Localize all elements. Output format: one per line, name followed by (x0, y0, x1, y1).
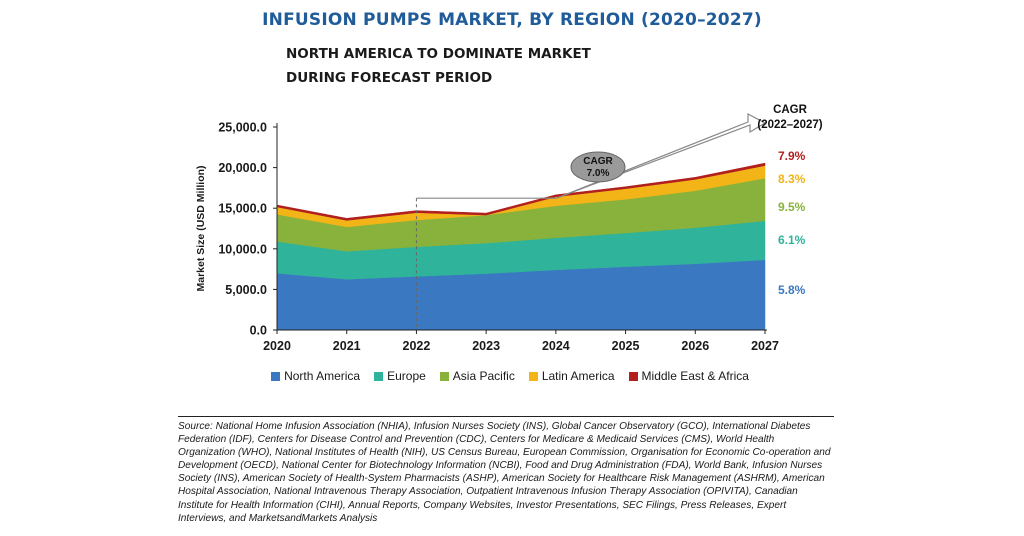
cagr-label-asia-pacific: 9.5% (778, 200, 806, 214)
x-tick-label: 2026 (681, 339, 709, 353)
x-tick-label: 2024 (542, 339, 570, 353)
cagr-callout-label: CAGR (583, 156, 613, 167)
legend-item: Latin America (528, 369, 615, 383)
y-tick-label: 10,000.0 (218, 242, 267, 256)
chart-subtitle: NORTH AMERICA TO DOMINATE MARKET DURING … (286, 42, 591, 90)
legend-label: Latin America (541, 369, 615, 383)
cagr-arrow-icon (556, 113, 767, 199)
subtitle-line-2: DURING FORECAST PERIOD (286, 70, 493, 86)
cagr-label-europe: 6.1% (778, 233, 806, 247)
x-tick-label: 2027 (751, 339, 779, 353)
cagr-header: CAGR (773, 104, 808, 116)
y-tick-label: 20,000.0 (218, 161, 267, 175)
cagr-label-latin-america: 8.3% (778, 172, 806, 186)
y-tick-label: 15,000.0 (218, 202, 267, 216)
legend-label: North America (284, 369, 361, 383)
area-middle-east-africa (276, 162, 766, 221)
stacked-area-chart: 0.0 5,000.0 10,000.0 15,000.0 20,000.0 25,000… (195, 104, 823, 353)
source-divider (178, 416, 834, 417)
x-tick-label: 2023 (472, 339, 500, 353)
legend-label: Asia Pacific (452, 369, 515, 383)
legend-label: Europe (387, 369, 426, 383)
cagr-label-middle-east-africa: 7.9% (778, 149, 806, 163)
legend-swatch (271, 371, 281, 381)
legend-swatch (374, 371, 384, 381)
cagr-callout-value: 7.0% (587, 168, 610, 179)
legend-swatch (439, 371, 449, 381)
cagr-label-north-america: 5.8% (778, 283, 806, 297)
chart-title: INFUSION PUMPS MARKET, BY REGION (2020–2… (262, 10, 762, 30)
y-axis-label: Market Size (USD Million) (195, 165, 207, 291)
legend-item: Europe (374, 369, 426, 383)
x-tick-label: 2022 (403, 339, 431, 353)
legend-item: North America (271, 369, 360, 383)
x-tick-label: 2025 (612, 339, 640, 353)
legend-swatch (528, 371, 538, 381)
legend-label: Middle East & Africa (641, 369, 749, 383)
y-tick-label: 0.0 (250, 324, 267, 338)
legend-swatch (628, 371, 638, 381)
source-note: Source: National Home Infusion Associati… (178, 421, 831, 524)
y-tick-label: 5,000.0 (225, 283, 267, 297)
cagr-callout-shape (570, 151, 626, 183)
legend-item: Asia Pacific (439, 369, 515, 383)
y-tick-label: 25,000.0 (218, 121, 267, 135)
chart-legend: North America Europe Asia Pacific Latin Ame… (240, 369, 780, 383)
x-tick-label: 2021 (333, 339, 361, 353)
legend-item: Middle East & Africa (628, 369, 749, 383)
x-tick-label: 2020 (263, 339, 291, 353)
cagr-period: (2022–2027) (757, 119, 822, 131)
subtitle-line-1: NORTH AMERICA TO DOMINATE MARKET (286, 46, 591, 62)
